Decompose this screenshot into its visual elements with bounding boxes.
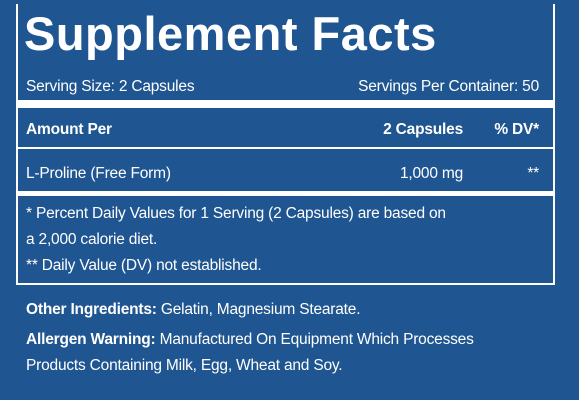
header-amount: Amount Per	[26, 121, 112, 138]
thick-rule	[18, 100, 553, 108]
serving-size: Serving Size: 2 Capsules	[26, 78, 195, 95]
footnote: * Percent Daily Values for 1 Serving (2 …	[26, 205, 446, 222]
header-serving: 2 Capsules	[383, 121, 463, 138]
allergen-text: Products Containing Milk, Egg, Wheat and…	[26, 357, 343, 374]
allergen-warning: Allergen Warning: Manufactured On Equipm…	[26, 331, 474, 349]
label-frame	[16, 4, 555, 285]
title: Supplement Facts	[24, 7, 437, 60]
allergen-label: Allergen Warning:	[26, 331, 156, 348]
medium-rule	[18, 191, 553, 196]
ingredient-name: L-Proline (Free Form)	[26, 165, 171, 182]
header-dv: % DV*	[494, 121, 539, 138]
thin-rule	[18, 147, 553, 149]
servings-per-container: Servings Per Container: 50	[358, 78, 539, 95]
allergen-text: Manufactured On Equipment Which Processe…	[159, 331, 474, 348]
ingredient-amount: 1,000 mg	[399, 165, 463, 182]
other-ingredients-text: Gelatin, Magnesium Stearate.	[160, 301, 361, 318]
other-ingredients: Other Ingredients: Gelatin, Magnesium St…	[26, 301, 361, 319]
footnote: ** Daily Value (DV) not established.	[26, 257, 262, 274]
footnote: a 2,000 calorie diet.	[26, 231, 158, 248]
other-ingredients-label: Other Ingredients:	[26, 301, 157, 318]
ingredient-dv: **	[527, 165, 539, 182]
